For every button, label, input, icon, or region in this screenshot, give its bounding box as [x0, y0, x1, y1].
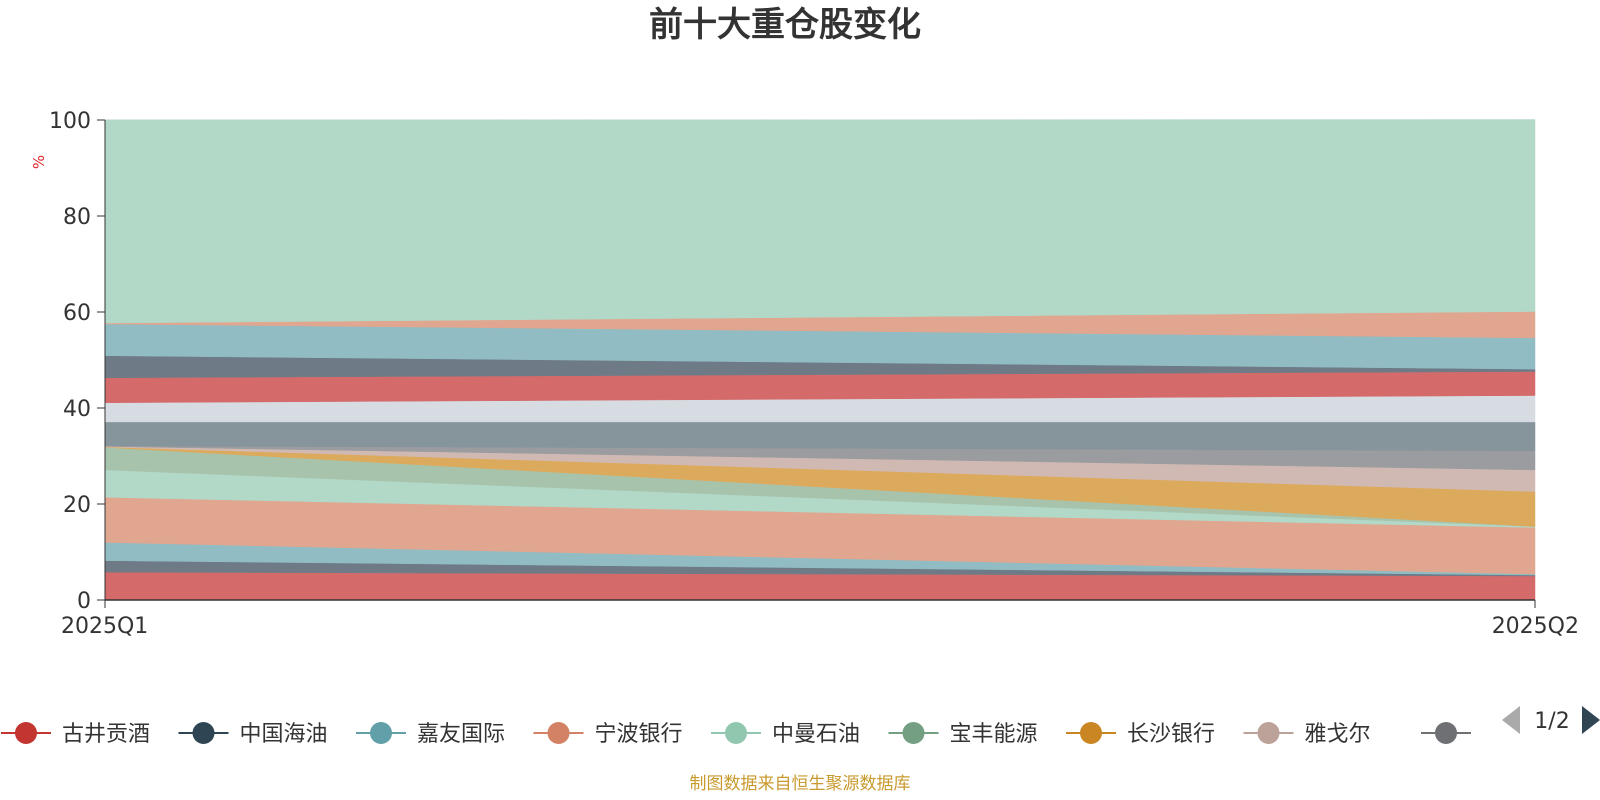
legend-item-3[interactable]: 宁波银行 — [533, 722, 683, 747]
area-series-15 — [104, 119, 1536, 324]
legend-label-3: 宁波银行 — [595, 722, 683, 747]
legend-item-0[interactable]: 古井贡酒 — [1, 722, 150, 747]
legend-next-icon[interactable] — [1582, 706, 1600, 734]
axes: 0 20 40 60 80 100 2025Q1 2025Q2 — [49, 109, 1579, 639]
legend-marker-5 — [902, 722, 925, 744]
legend-item-2[interactable]: 嘉友国际 — [356, 722, 505, 747]
legend-item-4[interactable]: 中曼石油 — [711, 722, 860, 747]
legend-item-7[interactable]: 雅戈尔 — [1243, 722, 1371, 747]
footer-source: 制图数据来自恒生聚源数据库 — [690, 774, 911, 794]
legend-label-2: 嘉友国际 — [417, 722, 505, 747]
y-tick-label-2: 40 — [63, 397, 91, 422]
legend-label-6: 长沙银行 — [1127, 722, 1215, 747]
x-tick-label-1: 2025Q2 — [1492, 614, 1579, 639]
legend-marker-3 — [547, 722, 570, 744]
legend-marker-0 — [15, 722, 37, 744]
legend-label-8: 新 — [1482, 722, 1504, 747]
legend-prev-icon[interactable] — [1502, 706, 1520, 734]
legend-item-1[interactable]: 中国海油 — [178, 722, 328, 747]
y-tick-label-3: 60 — [63, 301, 91, 326]
legend-pager: 1/2 — [1502, 706, 1600, 734]
legend-label-5: 宝丰能源 — [950, 722, 1038, 747]
x-tick-label-0: 2025Q1 — [61, 614, 148, 639]
legend-label-1: 中国海油 — [240, 722, 328, 747]
legend-marker-2 — [370, 722, 392, 744]
legend-marker-4 — [725, 722, 747, 744]
legend-label-7: 雅戈尔 — [1305, 722, 1371, 747]
legend-item-8[interactable]: 新 — [1421, 722, 1504, 747]
legend-marker-1 — [192, 722, 215, 744]
legend: 古井贡酒 中国海油 嘉友国际 宁波银行 中曼石油 宝丰能源 长沙银行 雅戈尔 新 — [1, 722, 1504, 747]
legend-marker-8 — [1435, 722, 1457, 744]
area-series-9 — [104, 421, 1536, 451]
y-tick-label-5: 100 — [49, 109, 91, 134]
y-tick-label-4: 80 — [63, 205, 91, 230]
legend-label-0: 古井贡酒 — [62, 722, 150, 747]
legend-page: 1/2 — [1534, 709, 1569, 734]
legend-marker-7 — [1257, 722, 1280, 744]
legend-label-4: 中曼石油 — [772, 722, 860, 747]
area-series-0 — [104, 571, 1536, 601]
legend-marker-6 — [1080, 722, 1102, 744]
legend-item-5[interactable]: 宝丰能源 — [888, 722, 1038, 747]
y-axis-label: % — [30, 155, 48, 169]
y-tick-label-0: 0 — [77, 589, 91, 614]
legend-item-6[interactable]: 长沙银行 — [1066, 722, 1215, 747]
y-tick-label-1: 20 — [63, 493, 91, 518]
chart-title: 前十大重仓股变化 — [649, 5, 921, 45]
area-series — [104, 119, 1536, 601]
